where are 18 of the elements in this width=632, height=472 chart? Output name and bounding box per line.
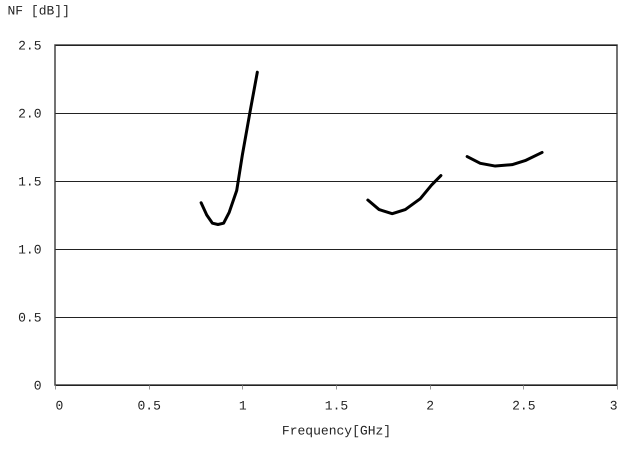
y-tick-label: 1.5 — [18, 174, 42, 190]
x-tick-label: 0.5 — [137, 398, 161, 414]
x-tick-label: 1.5 — [324, 398, 348, 414]
line-series — [466, 150, 544, 168]
y-tick-label: 0.5 — [18, 310, 42, 326]
y-axis-title: NF [dB]] — [8, 4, 70, 18]
x-tick-label: 3 — [610, 398, 618, 414]
y-tick-label: 1.0 — [18, 242, 42, 258]
x-tick-label: 0 — [56, 398, 64, 414]
x-tick-label: 2.5 — [512, 398, 536, 414]
y-tick-label: 2.0 — [18, 106, 42, 122]
y-tick-label: 2.5 — [18, 38, 42, 54]
line-series — [200, 70, 259, 226]
x-tick-label: 2 — [426, 398, 434, 414]
y-tick-label: 0 — [34, 378, 42, 394]
line-series — [366, 174, 442, 216]
x-axis-title: Frequency[GHz] — [282, 424, 392, 438]
x-tick-label: 1 — [238, 398, 247, 414]
